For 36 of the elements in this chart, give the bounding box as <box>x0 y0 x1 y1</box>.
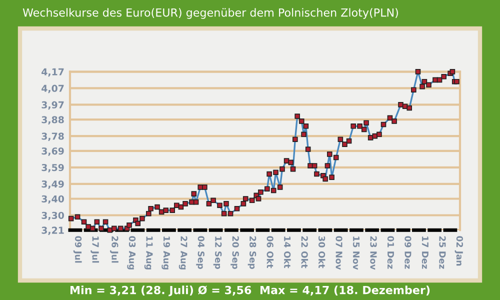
x-tick-label: 30 Okt <box>318 236 326 268</box>
text: Min = 3,21 (28. Juli) Ø = 3,56 Max = 4,17 (18. Dezember) <box>70 286 430 296</box>
x-tick-label: 02 Jan <box>454 236 463 266</box>
x-tick-label: 17 Jul <box>90 236 100 263</box>
x-tick-label: 03 Aug <box>127 236 136 270</box>
x-tick-label: 09 Jul <box>73 236 82 263</box>
y-tick-label: 3,78 <box>42 132 64 141</box>
x-tick-label: 19 Aug <box>162 236 170 270</box>
x-tick-label: 12 Sep <box>213 236 222 269</box>
x-tick-label: 11 Aug <box>144 236 153 270</box>
x-tick-label: 23 Nov <box>370 236 377 270</box>
x-tick-label: 27 Aug <box>178 236 188 270</box>
y-tick-label: 3,88 <box>42 116 64 124</box>
y-tick-label: 3,69 <box>42 147 64 156</box>
x-tick-label: 22 Okt <box>301 236 308 268</box>
y-tick-label: 3,59 <box>42 164 64 172</box>
x-tick-label: 20 Sep <box>230 236 239 269</box>
y-tick-label: 3,40 <box>42 195 64 204</box>
x-tick-label: 06 Okt <box>266 236 274 268</box>
chart-title: Wechselkurse des Euro(EUR) gegenüber dem Polnischen Zloty(PLN) <box>22 8 398 19</box>
y-tick-label: 3,97 <box>42 101 64 110</box>
y-tick-label: 3,30 <box>42 212 64 220</box>
x-tick-label: 07 Nov <box>336 236 342 270</box>
y-tick-label: 4,07 <box>42 84 64 94</box>
x-tick-label: 15 Nov <box>352 236 360 270</box>
x-tick-label: 09 Dez <box>404 236 412 269</box>
y-tick-label: 4,17 <box>42 68 64 77</box>
x-tick-label: 01 Dez <box>387 236 394 269</box>
y-tick-label: 3,21 <box>42 226 64 236</box>
x-tick-label: 17 Dez <box>422 236 428 269</box>
x-tick-label: 26 Jul <box>110 236 118 263</box>
x-tick-label: 25 Dez <box>439 236 446 269</box>
x-tick-label: 28 Sep <box>248 236 256 269</box>
x-tick-label: 14 Okt <box>284 236 291 268</box>
y-tick-label: 3,49 <box>42 180 64 189</box>
x-tick-label: 04 Sep <box>196 236 204 269</box>
